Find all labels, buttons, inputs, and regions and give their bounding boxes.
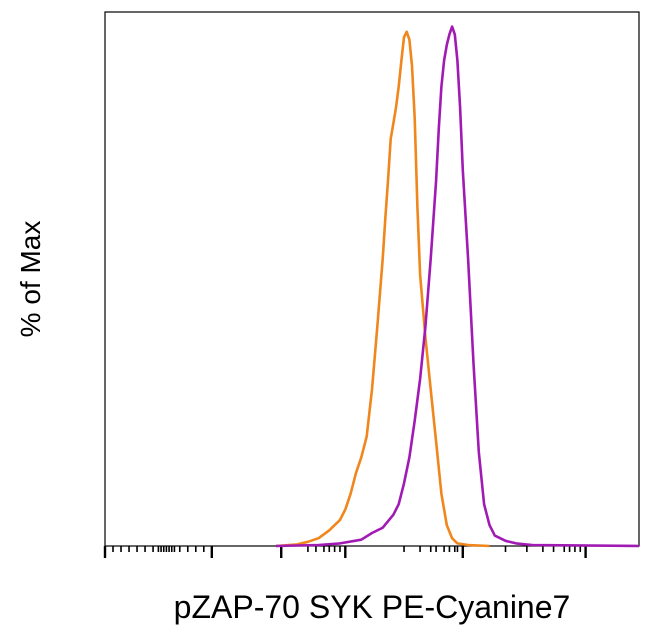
plot-frame: [104, 11, 640, 547]
x-axis-title: pZAP-70 SYK PE-Cyanine7: [174, 589, 571, 625]
series-line-1: [275, 30, 490, 548]
y-axis-title: % of Max: [15, 221, 46, 338]
series-layer: [275, 25, 640, 548]
series-line-2: [275, 25, 640, 548]
x-axis-ticks: [103, 546, 587, 558]
